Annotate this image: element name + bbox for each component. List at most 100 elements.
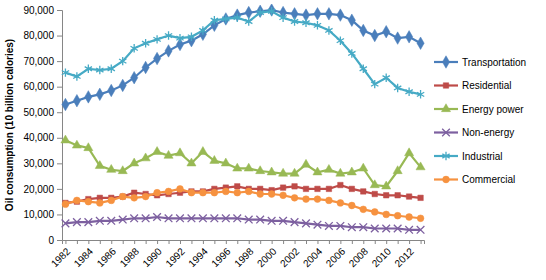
- marker: [119, 79, 126, 91]
- x-tick-mark: [100, 240, 101, 244]
- marker: [142, 193, 149, 200]
- y-tick-label: 80,000: [23, 30, 54, 41]
- x-tick-label: 2002: [278, 245, 302, 269]
- marker: [108, 84, 115, 96]
- marker: [211, 16, 218, 24]
- marker: [406, 31, 413, 43]
- marker: [96, 88, 103, 100]
- marker: [187, 158, 196, 166]
- x-tick: [123, 240, 124, 244]
- marker: [188, 214, 196, 222]
- x-tick-label: 2008: [347, 245, 371, 269]
- marker: [211, 189, 218, 196]
- marker: [96, 217, 104, 225]
- y-tick-label: 50,000: [23, 107, 54, 118]
- marker: [360, 206, 367, 213]
- x-tick-mark: [157, 240, 158, 244]
- x-tick-mark: [134, 240, 135, 244]
- x-tick-mark: [340, 240, 341, 244]
- marker: [302, 19, 309, 27]
- y-tick-mark: [57, 214, 62, 215]
- marker: [268, 7, 275, 15]
- y-tick-label: 20,000: [23, 184, 54, 195]
- marker: [153, 147, 162, 155]
- marker: [315, 186, 320, 191]
- x-tick-mark: [65, 240, 66, 244]
- marker: [131, 194, 138, 201]
- y-axis-line: [57, 11, 63, 241]
- marker: [85, 91, 92, 103]
- y-tick-mark: [57, 87, 62, 88]
- y-tick: 40,000: [23, 132, 62, 143]
- x-axis: 1982198419861988199019921994199619982000…: [49, 240, 425, 269]
- y-tick: 80,000: [23, 30, 62, 41]
- x-tick-mark: [398, 240, 399, 244]
- marker: [417, 37, 424, 49]
- plot: 010,00020,00030,00040,00050,00060,00070,…: [23, 4, 425, 269]
- marker: [313, 167, 322, 175]
- marker: [119, 57, 126, 65]
- marker: [361, 189, 366, 194]
- series-markers: [62, 186, 424, 222]
- x-tick: 2006: [324, 240, 348, 269]
- marker: [221, 158, 230, 166]
- x-tick-label: 2010: [370, 245, 394, 269]
- marker: [96, 66, 103, 74]
- marker: [234, 189, 241, 196]
- x-tick-label: 1996: [209, 245, 233, 269]
- legend-marker: [443, 176, 450, 183]
- marker: [244, 163, 253, 171]
- y-tick-mark: [57, 36, 62, 37]
- marker: [371, 209, 378, 216]
- marker: [199, 214, 207, 222]
- x-tick-mark: [88, 240, 89, 244]
- x-tick-mark: [329, 240, 330, 244]
- marker: [141, 153, 150, 161]
- marker: [336, 168, 345, 176]
- marker: [131, 71, 138, 83]
- marker: [108, 65, 115, 73]
- marker: [382, 181, 391, 189]
- legend-marker: [442, 56, 449, 68]
- marker: [130, 214, 138, 222]
- marker: [347, 167, 356, 175]
- marker: [416, 162, 425, 170]
- x-tick-label: 1986: [95, 245, 119, 269]
- x-tick: [169, 240, 170, 244]
- legend-item: Transportation: [434, 56, 526, 68]
- x-tick-mark: [249, 240, 250, 244]
- x-tick: [100, 240, 101, 244]
- legend-label: Industrial: [462, 151, 503, 162]
- marker: [371, 80, 378, 88]
- marker: [119, 193, 126, 200]
- x-tick-label: 2012: [392, 245, 416, 269]
- x-tick: [191, 240, 192, 244]
- x-tick-mark: [272, 240, 273, 244]
- x-tick: [398, 240, 399, 244]
- marker: [280, 192, 287, 199]
- marker: [131, 44, 138, 52]
- legend-marker: [441, 104, 450, 112]
- marker: [120, 194, 125, 199]
- marker: [393, 166, 402, 174]
- x-tick: 1988: [118, 240, 142, 269]
- marker: [383, 73, 390, 81]
- marker: [85, 65, 92, 73]
- x-tick: [260, 240, 261, 244]
- marker: [325, 26, 332, 34]
- marker: [371, 225, 379, 233]
- marker: [395, 193, 400, 198]
- x-tick-mark: [226, 240, 227, 244]
- marker: [417, 90, 424, 98]
- marker: [405, 226, 413, 234]
- marker: [61, 135, 70, 143]
- series-line: [65, 217, 420, 230]
- marker: [177, 186, 184, 193]
- marker: [142, 214, 150, 222]
- marker: [188, 33, 195, 41]
- marker: [95, 161, 104, 169]
- marker: [188, 189, 195, 196]
- x-tick: [146, 240, 147, 244]
- marker: [406, 214, 413, 221]
- x-tick-label: 1982: [49, 245, 73, 269]
